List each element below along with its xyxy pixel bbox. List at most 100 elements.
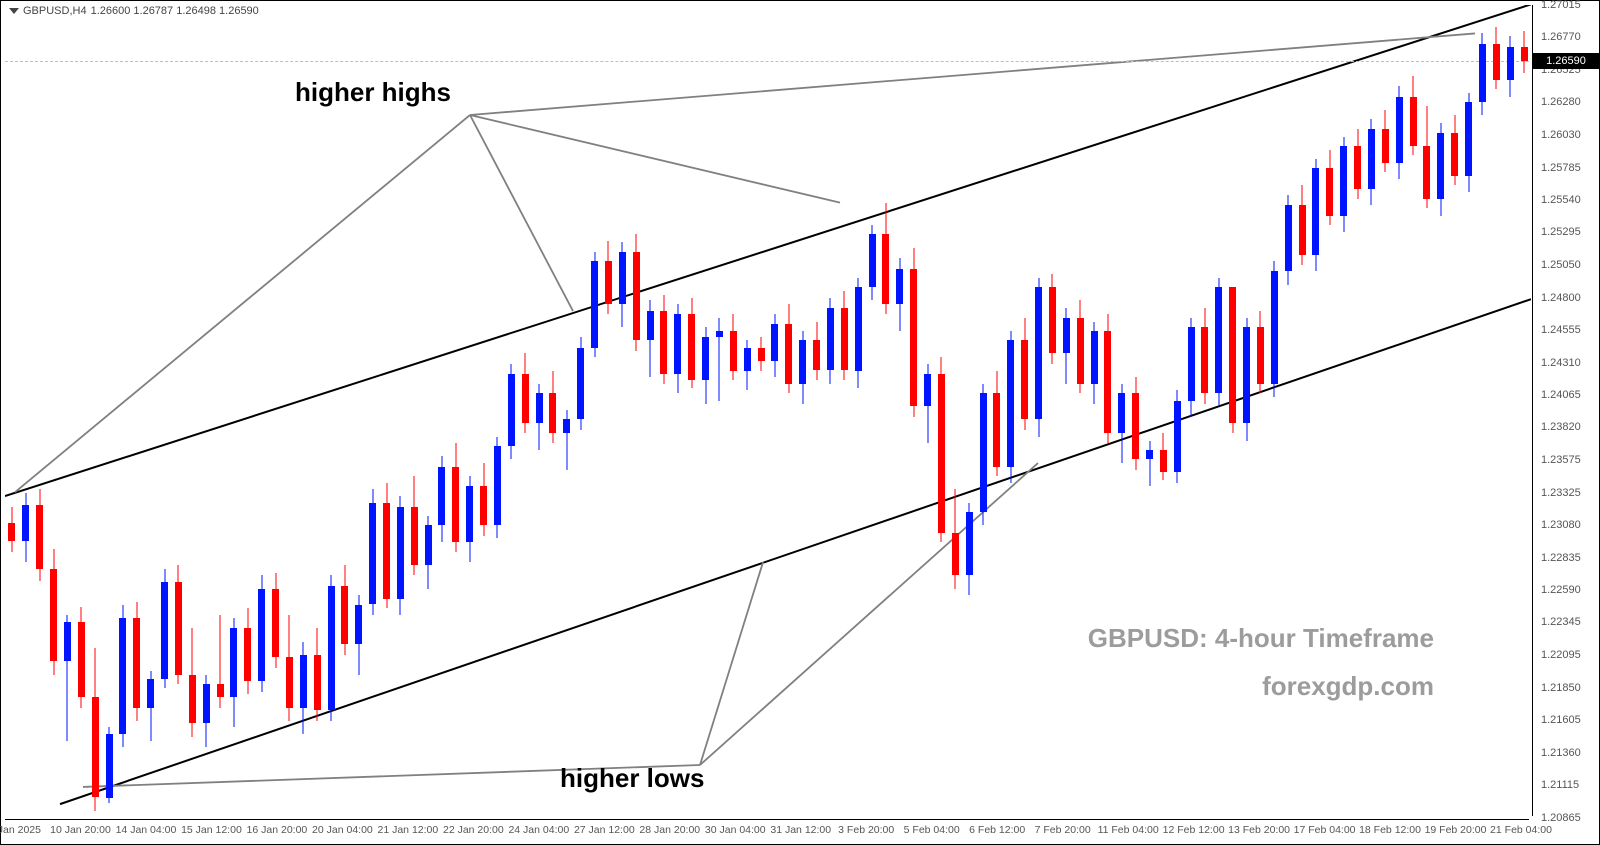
candle[interactable] [106,727,113,802]
candle[interactable] [494,437,501,539]
candle[interactable] [1188,318,1195,417]
candle[interactable] [1312,159,1319,271]
candle[interactable] [452,443,459,551]
candle[interactable] [563,410,570,469]
candle[interactable] [1271,261,1278,397]
candle[interactable] [1146,441,1153,486]
candle[interactable] [1201,308,1208,403]
candle[interactable] [744,340,751,390]
candle[interactable] [217,615,224,708]
candle[interactable] [64,615,71,741]
candle[interactable] [619,242,626,327]
candle[interactable] [8,507,15,552]
candle[interactable] [605,241,612,314]
candle[interactable] [688,298,695,388]
candle[interactable] [1410,76,1417,155]
candle[interactable] [411,476,418,575]
candle[interactable] [438,456,445,542]
candle[interactable] [827,298,834,384]
candle[interactable] [369,489,376,615]
candle[interactable] [674,304,681,393]
candle[interactable] [244,608,251,694]
candle[interactable] [855,278,862,388]
candle[interactable] [549,371,556,444]
candle[interactable] [1368,119,1375,205]
candle[interactable] [1396,86,1403,179]
candle[interactable] [258,575,265,691]
candle[interactable] [966,503,973,596]
candle[interactable] [50,549,57,675]
candle[interactable] [896,258,903,331]
candle[interactable] [1049,274,1056,364]
candle[interactable] [980,384,987,525]
candle[interactable] [660,295,667,384]
candle[interactable] [203,675,210,748]
candle[interactable] [397,496,404,615]
candle[interactable] [522,353,529,432]
candle[interactable] [1479,33,1486,115]
candle[interactable] [869,225,876,300]
candle[interactable] [466,476,473,562]
candle[interactable] [813,322,820,380]
candle[interactable] [591,252,598,358]
candle[interactable] [799,331,806,404]
candle[interactable] [1243,318,1250,441]
candle[interactable] [841,291,848,380]
candle[interactable] [1215,278,1222,406]
candle[interactable] [314,628,321,721]
candle[interactable] [22,493,29,562]
candle[interactable] [1174,390,1181,483]
candle[interactable] [272,573,279,668]
candle[interactable] [355,595,362,674]
candle[interactable] [1423,106,1430,208]
candle[interactable] [1132,377,1139,470]
candle[interactable] [92,648,99,811]
candle[interactable] [78,607,85,707]
candle[interactable] [924,364,931,443]
candle[interactable] [1299,185,1306,264]
candle[interactable] [1493,27,1500,89]
candle[interactable] [1354,129,1361,199]
candle[interactable] [1451,115,1458,185]
candle[interactable] [730,314,737,380]
candle[interactable] [1007,331,1014,483]
candle[interactable] [230,618,237,728]
candle[interactable] [647,300,654,377]
candle[interactable] [508,364,515,459]
candle[interactable] [286,615,293,721]
candle[interactable] [633,234,640,350]
candle[interactable] [1507,36,1514,97]
candle[interactable] [1035,278,1042,437]
candle[interactable] [300,642,307,735]
candle[interactable] [1104,314,1111,444]
candle[interactable] [1437,123,1444,216]
candle[interactable] [1326,150,1333,225]
candle[interactable] [36,489,43,580]
candle[interactable] [1257,311,1264,393]
plot-area[interactable]: higher highshigher lowsGBPUSD: 4-hour Ti… [5,5,1529,816]
candle[interactable] [536,384,543,450]
candle[interactable] [1118,384,1125,463]
candle[interactable] [1382,110,1389,172]
candle[interactable] [328,575,335,720]
candle[interactable] [1229,353,1236,432]
candle[interactable] [1091,322,1098,404]
candle[interactable] [1160,433,1167,481]
candle[interactable] [1021,318,1028,430]
candle[interactable] [147,671,154,741]
candle[interactable] [119,605,126,748]
candle[interactable] [133,602,140,721]
candle[interactable] [758,337,765,370]
candle[interactable] [175,565,182,684]
candle[interactable] [1285,195,1292,285]
candle[interactable] [425,516,432,589]
candle[interactable] [952,489,959,588]
candle[interactable] [910,248,917,417]
candle[interactable] [480,463,487,536]
candle[interactable] [1340,137,1347,232]
candle[interactable] [882,203,889,314]
candle[interactable] [189,628,196,736]
candle[interactable] [341,565,348,655]
candle[interactable] [1521,31,1528,73]
candle[interactable] [383,483,390,609]
